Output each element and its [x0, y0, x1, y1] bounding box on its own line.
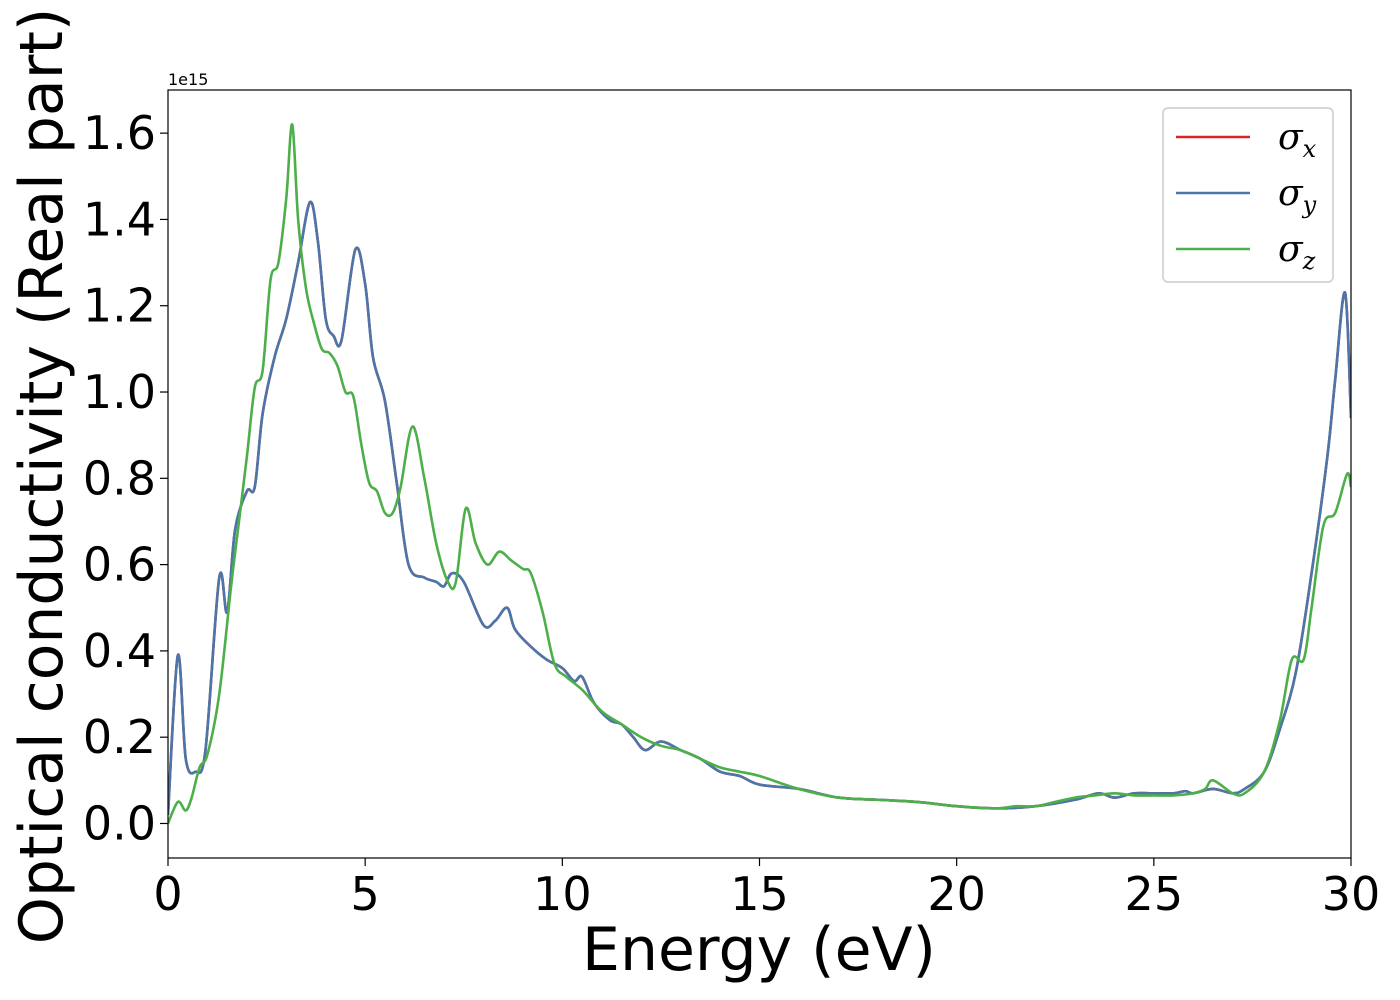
x-tick-label: 10	[533, 867, 592, 921]
x-tick-label: 15	[730, 867, 789, 921]
x-tick-label: 20	[927, 867, 986, 921]
y-tick-label: 0.6	[83, 538, 156, 592]
y-tick-label: 1.4	[83, 192, 156, 246]
y-tick-label: 0.2	[83, 710, 156, 764]
y-tick-label: 1.6	[83, 106, 156, 160]
y-offset-label: 1e15	[168, 70, 208, 89]
plot-frame	[167, 89, 1352, 859]
x-axis-label: Energy (eV)	[582, 915, 936, 985]
x-tick-label: 5	[351, 867, 380, 921]
x-tick-label: 25	[1125, 867, 1184, 921]
y-axis-label: Optical conductivity (Real part)	[7, 8, 77, 945]
y-tick-label: 0.8	[83, 451, 156, 505]
y-tick-label: 1.0	[83, 365, 156, 419]
series-line-z	[168, 123, 1351, 825]
y-tick-label: 0.4	[83, 624, 156, 678]
plot-area	[168, 123, 1351, 825]
series-line-y	[168, 200, 1351, 815]
y-tick-label: 1.2	[83, 279, 156, 333]
y-axis-ticks: 0.0 0.2 0.4 0.6 0.8 1.0 1.2 1.4 1.6	[83, 106, 168, 850]
y-tick-label: 0.0	[83, 796, 156, 850]
x-axis-ticks: 0 5 10 15 20 25 30	[153, 858, 1380, 921]
x-tick-label: 30	[1322, 867, 1381, 921]
legend-box	[1162, 107, 1334, 283]
x-tick-label: 0	[153, 867, 182, 921]
